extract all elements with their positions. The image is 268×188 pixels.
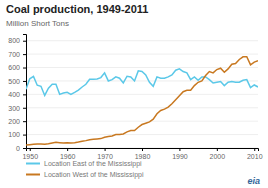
grid-line bbox=[26, 67, 258, 68]
x-tick-mark bbox=[67, 148, 68, 151]
x-tick: 1950 bbox=[22, 148, 38, 160]
title: Coal production, 1949-2011 bbox=[6, 3, 148, 15]
x-axis: 1950 1960 1970 1980 1990 2000 2010 bbox=[22, 148, 262, 160]
legend-label: Location East of the Mississippi bbox=[44, 160, 142, 168]
grid-line bbox=[26, 80, 258, 81]
x-tick-label: 1980 bbox=[135, 153, 151, 160]
x-tick-mark bbox=[105, 148, 106, 151]
x-tick: 2000 bbox=[210, 148, 226, 160]
y-tick-mark bbox=[23, 121, 26, 122]
y-tick-mark bbox=[23, 41, 26, 42]
y-tick: 800 bbox=[8, 37, 26, 44]
y-tick: 300 bbox=[8, 105, 26, 112]
y-tick-label: 800 bbox=[8, 37, 20, 44]
y-tick: 200 bbox=[8, 118, 26, 125]
y-tick-label: 100 bbox=[8, 131, 20, 138]
x-tick-label: 2000 bbox=[210, 153, 226, 160]
x-tick-label: 1990 bbox=[172, 153, 188, 160]
x-tick-label: 2010 bbox=[247, 153, 263, 160]
y-tick-label: 600 bbox=[8, 64, 20, 71]
y-tick: 0 bbox=[16, 145, 26, 152]
y-axis-line bbox=[23, 35, 27, 149]
y-tick: 400 bbox=[8, 91, 26, 98]
y-tick-label: 0 bbox=[16, 145, 20, 152]
y-tick-mark bbox=[23, 54, 26, 55]
y-tick: 500 bbox=[8, 78, 26, 85]
y-axis-label: Million Short Tons bbox=[6, 19, 69, 28]
y-tick-label: 300 bbox=[8, 105, 20, 112]
x-tick-mark bbox=[30, 148, 31, 151]
y-axis: 0 100 200 300 400 500 600 700 800 bbox=[8, 35, 26, 152]
y-tick-mark bbox=[23, 68, 26, 69]
y-tick-label: 500 bbox=[8, 78, 20, 85]
x-tick-mark bbox=[142, 148, 143, 151]
x-tick-mark bbox=[179, 148, 180, 151]
x-tick: 1980 bbox=[135, 148, 151, 160]
series-line bbox=[26, 57, 258, 145]
y-tick-label: 200 bbox=[8, 118, 20, 125]
legend-label: Location West of the Mississippi bbox=[44, 171, 144, 179]
y-tick: 700 bbox=[8, 51, 26, 58]
x-tick-label: 1960 bbox=[60, 153, 76, 160]
legend-swatch bbox=[26, 174, 40, 176]
grid-line bbox=[26, 121, 258, 122]
legend-item: Location West of the Mississippi bbox=[26, 171, 144, 179]
chart: Coal production, 1949-2011 Million Short … bbox=[0, 0, 268, 188]
x-tick: 1960 bbox=[60, 148, 76, 160]
y-tick-mark bbox=[23, 108, 26, 109]
grid-line bbox=[26, 134, 258, 135]
grid bbox=[26, 41, 258, 148]
y-tick: 100 bbox=[8, 131, 26, 138]
x-tick-label: 1950 bbox=[22, 153, 38, 160]
y-tick-mark bbox=[23, 135, 26, 136]
annotation: eia bbox=[247, 176, 260, 186]
x-tick: 1990 bbox=[172, 148, 188, 160]
x-tick-label: 1970 bbox=[97, 153, 113, 160]
x-tick-mark bbox=[254, 148, 255, 151]
y-tick-label: 400 bbox=[8, 91, 20, 98]
legend-swatch bbox=[26, 163, 40, 165]
x-tick: 2010 bbox=[247, 148, 263, 160]
grid-line bbox=[26, 40, 258, 41]
y-tick-mark bbox=[23, 94, 26, 95]
y-tick-mark bbox=[23, 148, 26, 149]
y-tick-label: 700 bbox=[8, 51, 20, 58]
series-line bbox=[26, 69, 258, 96]
lines bbox=[26, 57, 258, 145]
grid-line bbox=[26, 107, 258, 108]
legend: Location East of the Mississippi Location… bbox=[26, 160, 144, 179]
legend-item: Location East of the Mississippi bbox=[26, 160, 142, 168]
grid-line bbox=[26, 54, 258, 55]
x-tick: 1970 bbox=[97, 148, 113, 160]
y-tick-mark bbox=[23, 81, 26, 82]
y-tick: 600 bbox=[8, 64, 26, 71]
x-axis-line bbox=[27, 149, 259, 152]
x-tick-mark bbox=[217, 148, 218, 151]
